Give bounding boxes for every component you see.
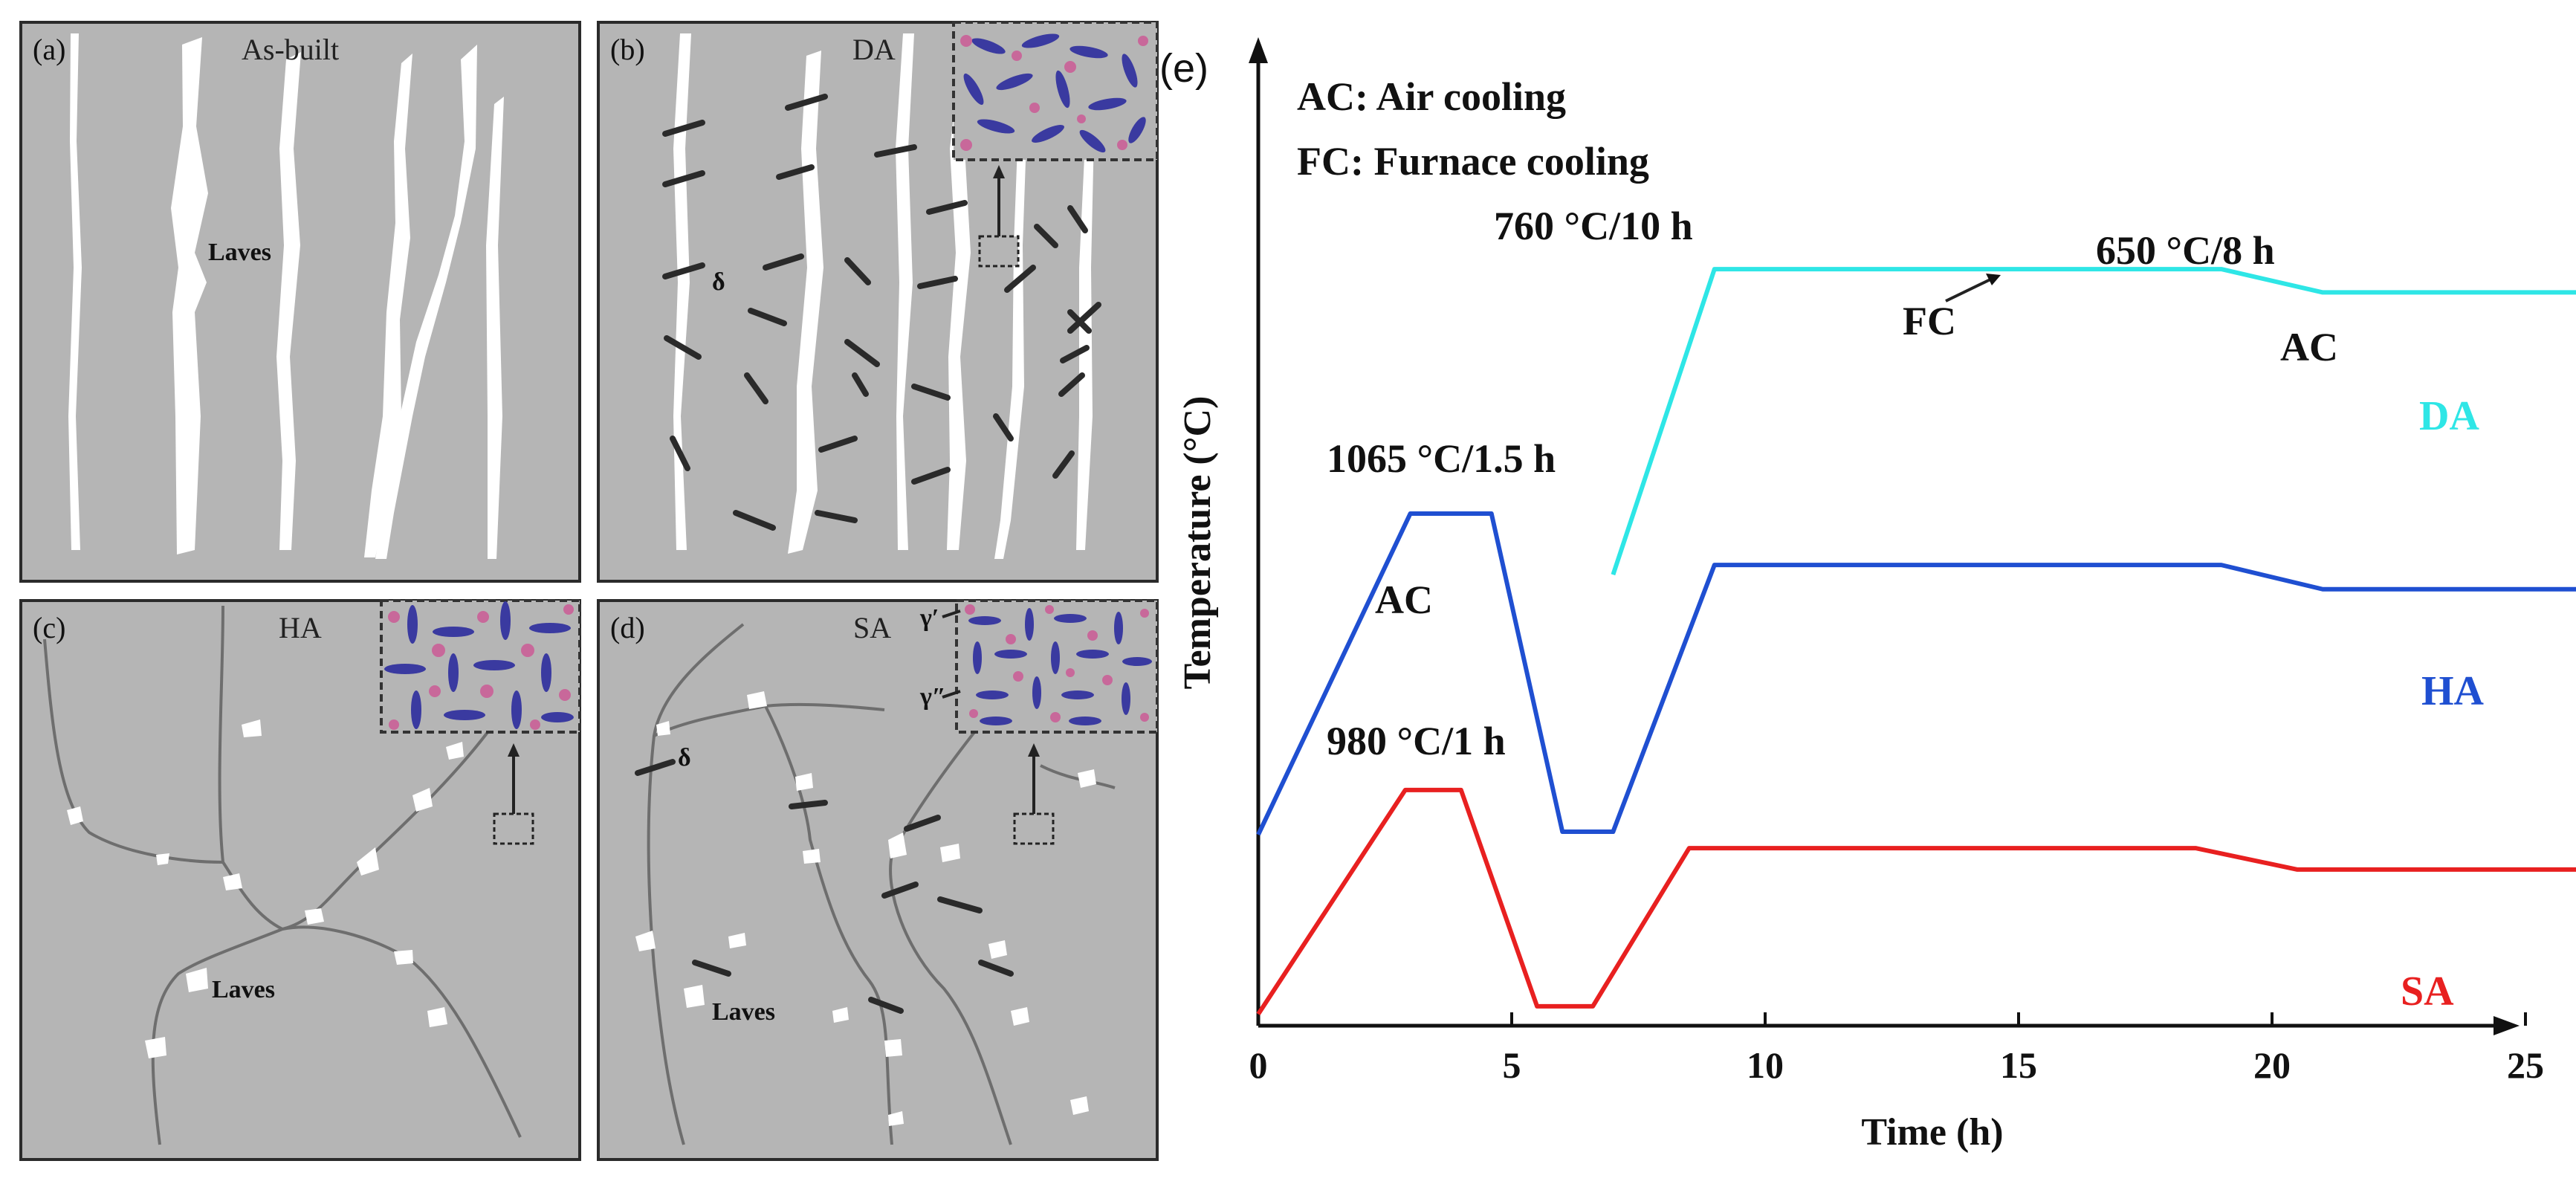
panel-b-delta-phases (662, 94, 1101, 531)
panel-d-letter: (d) (610, 611, 645, 644)
panel-a-laves-label: Laves (208, 239, 271, 266)
legend-fc: FC: Furnace cooling (1297, 139, 1649, 184)
panel-c-title: HA (279, 611, 322, 644)
series-label-sa: SA (2401, 968, 2454, 1015)
x-tick-label: 5 (1503, 1044, 1521, 1086)
annotation-fc-arrow (1945, 277, 1993, 303)
panel-a-title: As-built (242, 33, 339, 66)
panel-b-zoom-box (978, 235, 1020, 268)
panel-b-title: DA (852, 33, 896, 66)
annotation-ha-hold: 1065 °C/1.5 h (1327, 436, 1556, 481)
panel-c-zoom-box (493, 812, 534, 845)
annotation-da-hold1: 760 °C/10 h (1494, 204, 1693, 248)
panel-c-letter: (c) (33, 611, 65, 644)
annotation-da-hold2: 650 °C/8 h (2096, 228, 2275, 273)
panel-c-microstructure-inset (380, 599, 581, 734)
panel-d-gamma-double-prime-label: γ″ (919, 683, 946, 711)
panel-b-letter: (b) (610, 33, 645, 66)
panel-d-gamma-double-prime-pointer (942, 690, 961, 699)
x-tick-label: 10 (1747, 1044, 1784, 1086)
annotation-ac-da: AC (2280, 325, 2338, 369)
panel-c-zoom-arrowhead (508, 743, 520, 757)
panel-b: (b) DA δ (597, 21, 1159, 583)
y-axis-title: Temperature (°C) (1177, 396, 1219, 690)
panel-a: (a) As-built Laves (19, 21, 581, 583)
panel-c-laves-label: Laves (212, 976, 275, 1003)
series-line-da (1611, 267, 2576, 576)
panel-d-gamma-prime-label: γ′ (919, 604, 939, 632)
panel-d-zoom-arrowhead (1028, 743, 1040, 757)
annotation-fc: FC (1903, 299, 1956, 343)
panel-e-letter: (e) (1159, 46, 1208, 91)
panel-b-laves-dendrites (673, 33, 1094, 559)
panel-b-zoom-arrowhead (993, 165, 1005, 178)
panel-d-gamma-prime-pointer (942, 609, 961, 618)
series-label-ha: HA (2421, 668, 2485, 714)
x-tick-label: 20 (2253, 1044, 2291, 1086)
panel-d-title: SA (853, 611, 891, 644)
panel-c: (c) HA Laves (19, 599, 581, 1161)
annotation-sa-hold: 980 °C/1 h (1327, 719, 1506, 763)
panel-d-laves-particles (635, 691, 1096, 1126)
annotation-fc-arrowhead (1986, 274, 2001, 285)
annotation-ac-ha: AC (1375, 578, 1433, 622)
panel-b-microstructure-inset (952, 21, 1159, 161)
panel-d-microstructure-inset (955, 599, 1159, 734)
series-label-da: DA (2419, 393, 2479, 439)
x-tick-label: 25 (2507, 1044, 2544, 1086)
y-axis-arrowhead (1249, 37, 1268, 63)
panel-d-delta-label: δ (678, 744, 691, 772)
x-tick-label: 0 (1249, 1044, 1268, 1086)
x-axis-ticks: 051015202530 (1249, 1012, 2544, 1086)
panel-d-zoom-box (1013, 812, 1055, 845)
x-axis-title: Time (h) (1861, 1111, 2003, 1154)
panel-a-laves-dendrites (68, 33, 504, 559)
panel-b-delta-label: δ (712, 268, 725, 296)
panel-d: (d) SA γ′ γ″ δ Laves (597, 599, 1159, 1161)
panel-a-letter: (a) (33, 33, 65, 66)
panel-e-chart: (e) 051015202530 Time (h) Temperature (°… (1159, 37, 2576, 1154)
panel-c-laves-particles (67, 719, 464, 1058)
series-layer (1256, 267, 2576, 1015)
series-line-ha (1256, 511, 2576, 836)
panel-d-delta-phases (635, 759, 1014, 1014)
legend-ac: AC: Air cooling (1297, 74, 1566, 119)
x-tick-label: 15 (2000, 1044, 2037, 1086)
x-axis-arrowhead (2494, 1016, 2520, 1035)
series-line-sa (1256, 787, 2576, 1015)
panel-d-laves-label: Laves (712, 998, 775, 1026)
